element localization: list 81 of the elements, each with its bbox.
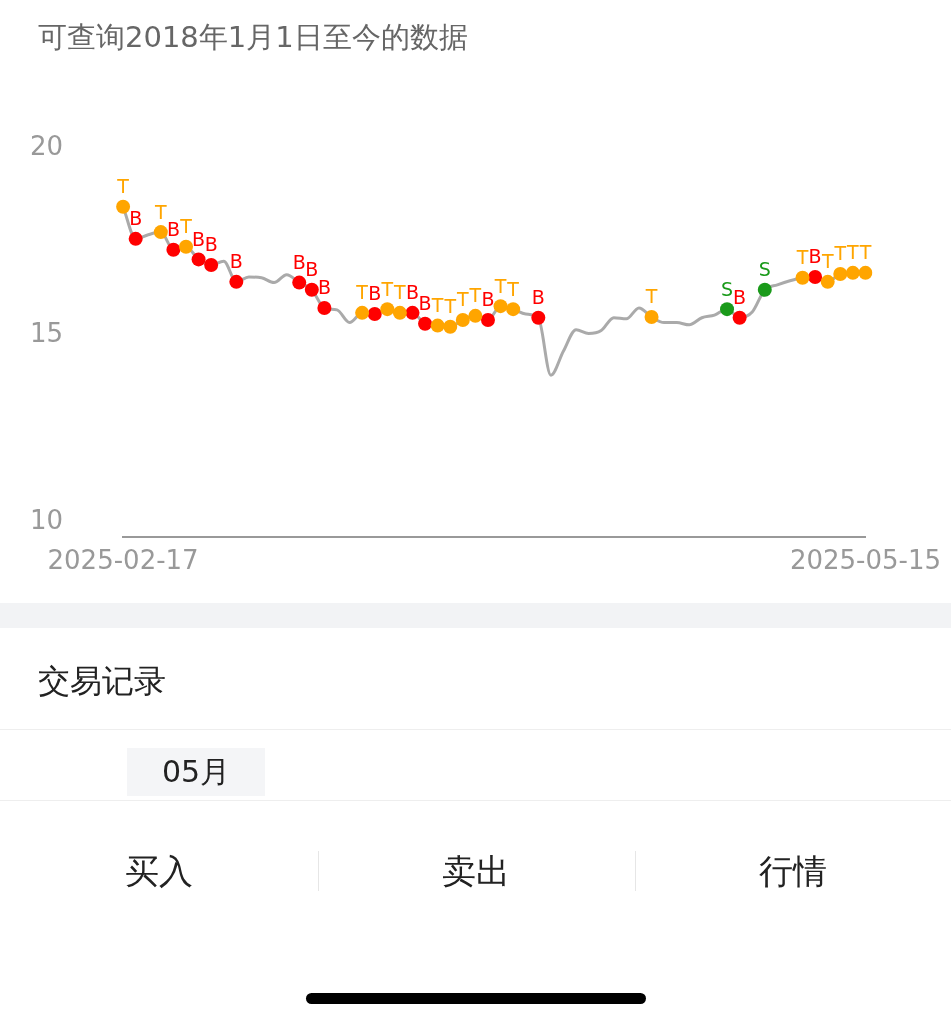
data-label: B bbox=[129, 207, 143, 230]
point bbox=[304, 282, 319, 297]
point bbox=[153, 225, 168, 240]
y-tick-label: 10 bbox=[30, 504, 64, 535]
point bbox=[128, 231, 143, 246]
point bbox=[808, 269, 823, 284]
data-label: T bbox=[179, 215, 193, 238]
text: 05月 bbox=[127, 748, 265, 796]
point bbox=[392, 305, 407, 320]
x-tick-label: 2025-05-15 bbox=[789, 545, 941, 576]
point bbox=[720, 302, 735, 317]
y-tick-label: 20 bbox=[30, 130, 64, 161]
data-label: B bbox=[229, 250, 243, 273]
data-label: T bbox=[493, 274, 507, 297]
point bbox=[858, 265, 873, 280]
point bbox=[166, 242, 181, 257]
data-label: S bbox=[758, 258, 771, 281]
point bbox=[820, 274, 835, 289]
point bbox=[732, 310, 747, 325]
data-label: T bbox=[833, 242, 847, 265]
data-label: T bbox=[858, 241, 872, 264]
x-tick-label: 2025-02-17 bbox=[47, 545, 199, 576]
point bbox=[833, 266, 848, 281]
point bbox=[531, 310, 546, 325]
text: 行情 bbox=[757, 850, 828, 893]
point bbox=[317, 301, 332, 316]
point bbox=[116, 199, 131, 214]
data-label: T bbox=[506, 277, 520, 300]
point bbox=[468, 308, 483, 323]
point bbox=[455, 312, 470, 327]
data-label: B bbox=[204, 233, 218, 256]
point bbox=[493, 299, 508, 314]
point bbox=[204, 258, 219, 273]
data-label: T bbox=[393, 281, 407, 304]
data-label: T bbox=[355, 281, 369, 304]
point bbox=[418, 316, 433, 331]
data-label: B bbox=[292, 251, 306, 274]
data-label: B bbox=[166, 218, 180, 241]
data-label: B bbox=[405, 281, 419, 304]
point bbox=[757, 282, 772, 297]
point bbox=[355, 305, 370, 320]
point bbox=[405, 305, 420, 320]
point bbox=[430, 318, 445, 333]
data-label: T bbox=[820, 250, 834, 273]
point bbox=[380, 302, 395, 317]
data-label: T bbox=[380, 277, 394, 300]
point bbox=[443, 319, 458, 334]
point bbox=[229, 274, 244, 289]
point bbox=[795, 270, 810, 285]
data-label: B bbox=[418, 292, 432, 315]
data-label: B bbox=[305, 258, 319, 281]
point bbox=[292, 275, 307, 290]
text: 买入 bbox=[123, 850, 194, 893]
point bbox=[179, 239, 193, 254]
data-label: B bbox=[481, 288, 495, 311]
data-label: T bbox=[795, 246, 809, 269]
data-label: B bbox=[192, 227, 206, 250]
data-label: T bbox=[456, 288, 470, 311]
data-label: T bbox=[846, 241, 860, 264]
point bbox=[367, 306, 382, 321]
chart-title: 可查询2018年1月1日至今的数据 bbox=[38, 19, 468, 56]
data-label: B bbox=[317, 276, 331, 299]
data-label: B bbox=[808, 245, 822, 268]
point bbox=[506, 302, 521, 317]
data-label: T bbox=[154, 200, 168, 223]
data-label: T bbox=[644, 285, 658, 308]
data-label: B bbox=[368, 282, 382, 305]
text: 交易记录 bbox=[38, 661, 166, 702]
data-label: T bbox=[430, 294, 444, 317]
point bbox=[845, 265, 860, 280]
point bbox=[191, 252, 206, 267]
y-tick-label: 15 bbox=[30, 317, 64, 348]
data-label: S bbox=[721, 277, 734, 300]
data-label: B bbox=[733, 286, 747, 309]
data-label: B bbox=[531, 286, 545, 309]
text: 卖出 bbox=[440, 850, 511, 893]
data-label: T bbox=[116, 175, 130, 198]
point bbox=[480, 312, 495, 327]
data-label: T bbox=[443, 295, 457, 318]
point bbox=[644, 309, 659, 324]
data-label: T bbox=[468, 284, 482, 307]
